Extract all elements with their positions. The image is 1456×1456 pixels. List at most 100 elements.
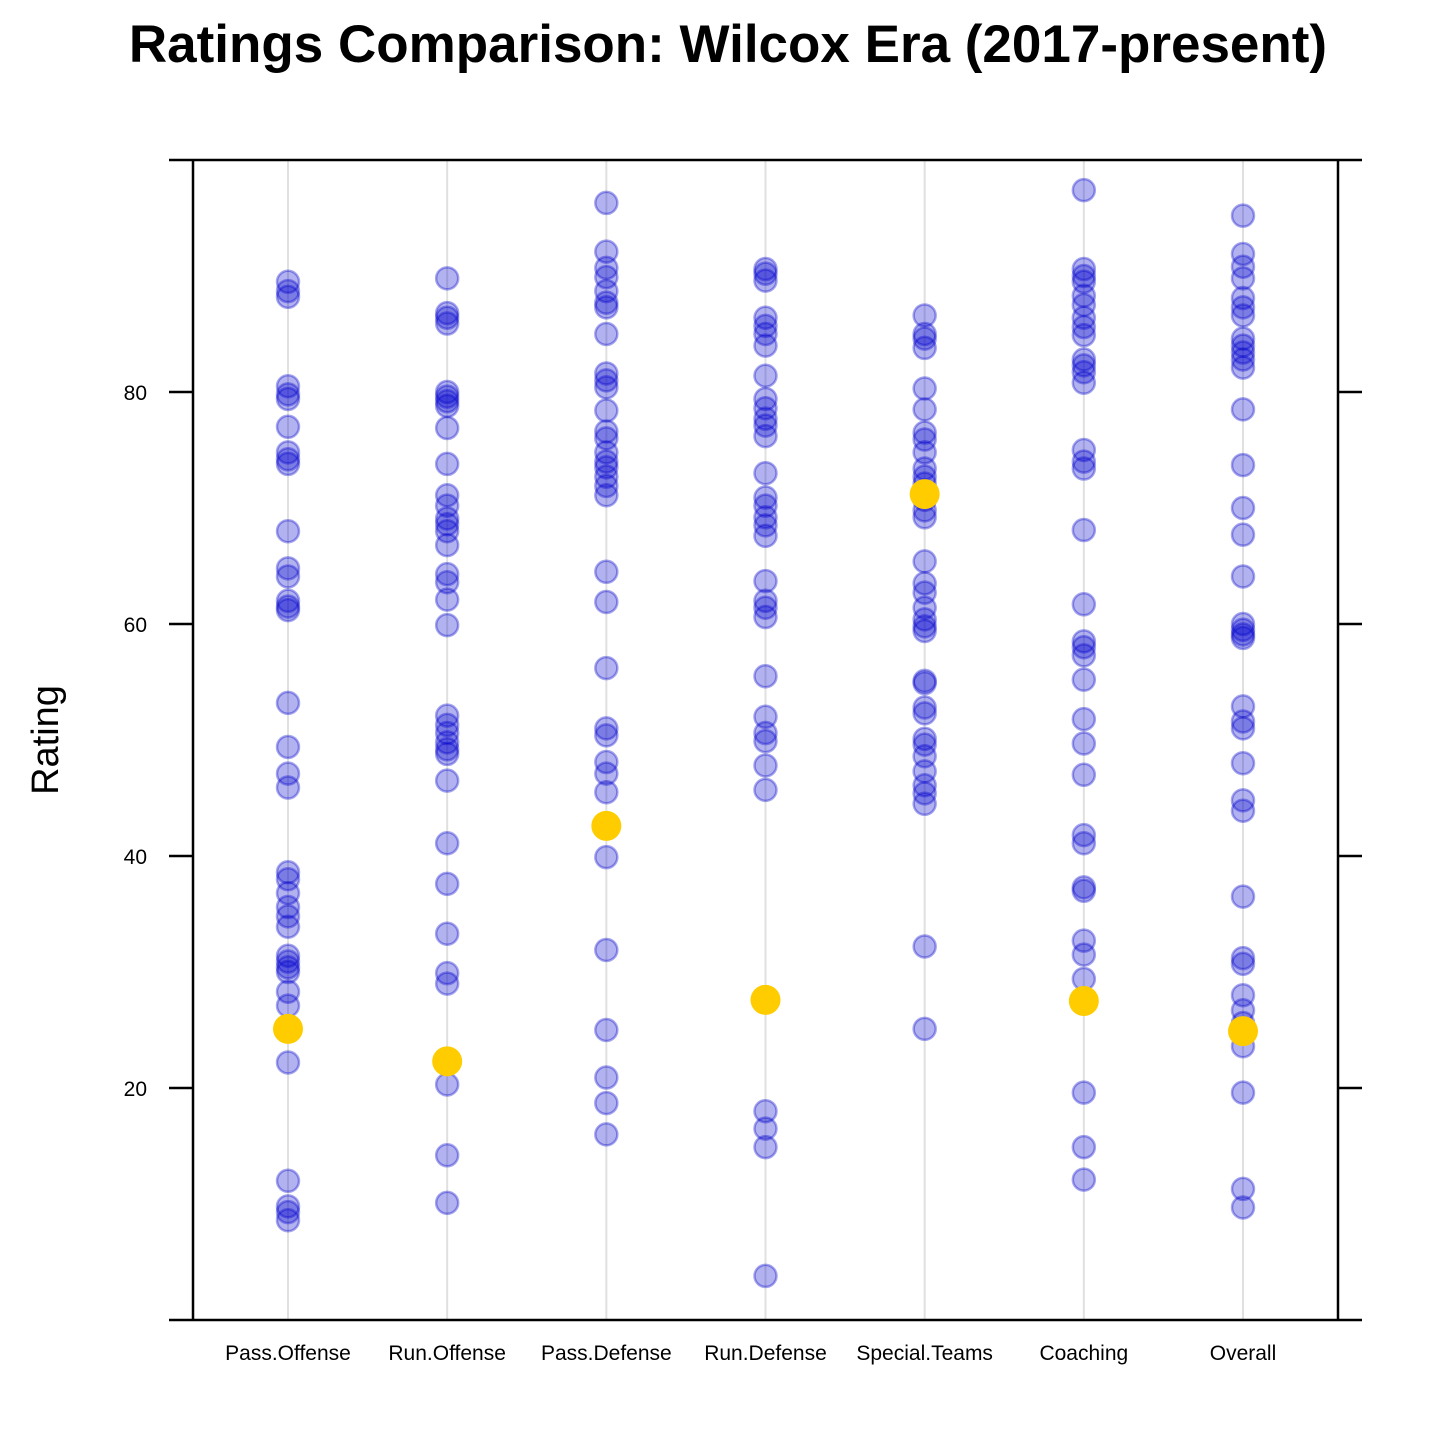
data-point-Coaching-18 (1071, 629, 1097, 654)
data-point-Overall-13 (1230, 452, 1256, 478)
data-point-Run.Offense-1 (434, 300, 460, 326)
data-point-Pass.Offense-16 (275, 690, 301, 716)
data-point-Overall-12 (1230, 397, 1256, 422)
data-point-Overall-1 (1230, 241, 1256, 267)
data-point-Pass.Offense-23 (275, 894, 301, 920)
data-point-Pass.Defense-21 (594, 589, 619, 615)
data-point-Pass.Offense-34 (275, 1194, 301, 1219)
data-point-Pass.Defense-24 (594, 723, 619, 748)
data-point-Coaching-34 (1071, 1167, 1097, 1192)
data-point-Overall-19 (1230, 622, 1256, 647)
data-point-Pass.Offense-15 (275, 597, 301, 623)
highlight-point-Run.Offense (432, 1046, 463, 1077)
data-point-Run.Offense-8 (434, 415, 460, 441)
data-point-Pass.Defense-0 (594, 190, 619, 216)
data-point-Coaching-11 (1071, 360, 1097, 385)
data-point-Pass.Defense-15 (594, 449, 619, 474)
data-point-Coaching-21 (1071, 667, 1097, 692)
data-point-Overall-34 (1230, 1080, 1256, 1105)
data-point-Run.Offense-20 (434, 703, 460, 728)
data-point-Pass.Offense-11 (275, 556, 301, 581)
data-point-Run.Defense-15 (753, 493, 778, 518)
data-point-Run.Offense-17 (434, 569, 460, 595)
data-point-Run.Offense-13 (434, 511, 460, 537)
frame-layer (169, 158, 1362, 1322)
data-point-Overall-10 (1230, 347, 1256, 372)
data-point-Run.Defense-2 (753, 268, 778, 293)
data-point-Pass.Offense-18 (275, 761, 301, 786)
x-tick-label-Coaching: Coaching (1039, 1342, 1128, 1365)
data-point-Overall-21 (1230, 694, 1256, 719)
data-point-Pass.Offense-19 (275, 775, 301, 800)
data-point-Overall-8 (1230, 333, 1256, 358)
data-point-Pass.Defense-7 (594, 321, 619, 347)
data-point-Pass.Offense-21 (275, 866, 301, 892)
data-point-Pass.Offense-28 (275, 955, 301, 980)
data-point-Run.Offense-4 (434, 379, 460, 405)
data-point-Run.Defense-26 (753, 728, 778, 754)
data-point-Coaching-24 (1071, 762, 1097, 788)
data-point-Run.Offense-33 (434, 1143, 460, 1168)
data-point-Special.Teams-32 (912, 791, 937, 817)
data-point-Pass.Offense-20 (275, 859, 301, 885)
data-point-Overall-16 (1230, 564, 1256, 589)
data-point-Coaching-6 (1071, 305, 1097, 331)
data-point-Run.Defense-12 (753, 423, 778, 449)
data-point-Special.Teams-23 (912, 670, 937, 696)
data-point-Coaching-26 (1071, 830, 1097, 856)
data-point-Run.Offense-7 (434, 393, 460, 419)
data-point-Run.Defense-17 (753, 513, 778, 538)
data-point-Run.Defense-16 (753, 505, 778, 530)
y-axis-label: Rating (25, 685, 67, 795)
x-tick-label-Pass.Defense: Pass.Defense (541, 1342, 672, 1365)
data-point-Coaching-28 (1071, 878, 1097, 904)
data-point-Pass.Defense-6 (594, 295, 619, 320)
data-point-Overall-14 (1230, 495, 1256, 521)
data-point-Run.Offense-34 (434, 1190, 460, 1216)
data-point-Run.Offense-28 (434, 871, 460, 897)
data-point-Pass.Defense-29 (594, 937, 619, 963)
data-point-Special.Teams-2 (912, 326, 937, 351)
highlight-point-Overall (1228, 1016, 1258, 1047)
data-point-Pass.Offense-24 (275, 904, 301, 929)
data-point-Coaching-4 (1071, 283, 1097, 308)
data-point-Pass.Offense-35 (275, 1199, 301, 1225)
data-point-Run.Offense-16 (434, 561, 460, 587)
data-point-Overall-22 (1230, 709, 1256, 734)
data-point-Pass.Offense-2 (275, 284, 301, 310)
data-point-Special.Teams-25 (912, 701, 937, 726)
data-point-Run.Defense-30 (753, 1116, 778, 1141)
data-point-Pass.Offense-0 (275, 269, 301, 295)
data-point-Pass.Offense-10 (275, 518, 301, 544)
x-tick-label-Overall: Overall (1210, 1342, 1277, 1365)
data-point-Special.Teams-4 (912, 376, 937, 401)
data-point-Coaching-33 (1071, 1134, 1097, 1160)
data-point-Special.Teams-1 (912, 321, 937, 347)
data-point-Overall-30 (1230, 982, 1256, 1008)
data-point-Overall-17 (1230, 611, 1256, 637)
data-point-Run.Defense-32 (753, 1263, 778, 1289)
data-point-Coaching-29 (1071, 928, 1097, 953)
highlight-point-Pass.Defense (591, 810, 622, 841)
data-point-Special.Teams-27 (912, 732, 937, 757)
data-point-Run.Defense-1 (753, 261, 778, 286)
data-point-Pass.Defense-33 (594, 1122, 619, 1147)
data-point-Run.Defense-9 (753, 395, 778, 421)
data-point-Pass.Defense-30 (594, 1017, 619, 1043)
data-point-Run.Defense-5 (753, 321, 778, 347)
data-point-Run.Offense-15 (434, 532, 460, 558)
data-point-Run.Offense-10 (434, 482, 460, 508)
data-point-Special.Teams-29 (912, 759, 937, 784)
data-point-Pass.Offense-25 (275, 914, 301, 940)
data-point-Pass.Defense-32 (594, 1090, 619, 1116)
data-point-Run.Offense-14 (434, 518, 460, 544)
data-point-Run.Defense-25 (753, 720, 778, 746)
data-point-Coaching-8 (1071, 322, 1097, 348)
data-point-Run.Defense-21 (753, 595, 778, 621)
data-point-Coaching-9 (1071, 347, 1097, 372)
data-point-Run.Offense-6 (434, 389, 460, 414)
data-point-Run.Offense-19 (434, 612, 460, 638)
data-point-Pass.Defense-19 (594, 482, 619, 508)
highlight-point-Run.Defense (750, 984, 781, 1015)
